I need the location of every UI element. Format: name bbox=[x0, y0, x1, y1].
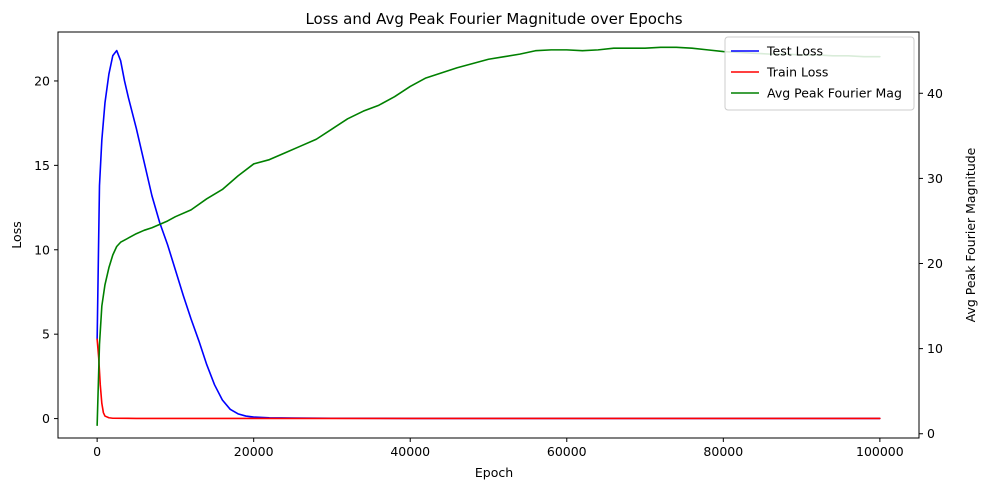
y-left-tick-label: 20 bbox=[34, 73, 50, 88]
y-right-tick-label: 10 bbox=[927, 341, 943, 356]
x-tick-label: 100000 bbox=[856, 444, 904, 459]
x-tick-label: 0 bbox=[93, 444, 101, 459]
plot-frame bbox=[57, 31, 920, 439]
x-tick-label: 60000 bbox=[547, 444, 587, 459]
y-left-tick-label: 0 bbox=[42, 411, 50, 426]
legend-box bbox=[724, 36, 915, 111]
x-axis-label: Epoch bbox=[475, 465, 513, 480]
x-tick-label: 80000 bbox=[703, 444, 743, 459]
x-tick-label: 40000 bbox=[390, 444, 430, 459]
x-tick-label: 20000 bbox=[234, 444, 274, 459]
series-line-train-loss bbox=[96, 338, 881, 420]
y-right-tick-label: 0 bbox=[927, 426, 935, 441]
y-left-tick-label: 5 bbox=[42, 327, 50, 342]
y-right-tick-label: 40 bbox=[927, 86, 943, 101]
legend: Test Loss Train Loss Avg Peak Fourier Mag bbox=[724, 36, 915, 111]
y-axis-left-label: Loss bbox=[9, 221, 24, 248]
y-axis-right-label: Avg Peak Fourier Magnitude bbox=[963, 147, 978, 322]
y-left-tick-label: 10 bbox=[34, 242, 50, 257]
chart-title: Loss and Avg Peak Fourier Magnitude over… bbox=[305, 10, 682, 28]
legend-label: Avg Peak Fourier Mag bbox=[767, 86, 902, 101]
y-left-tick-label: 15 bbox=[34, 158, 50, 173]
legend-label: Train Loss bbox=[766, 65, 828, 80]
legend-label: Test Loss bbox=[766, 44, 823, 59]
y-right-tick-label: 20 bbox=[927, 256, 943, 271]
y-right-tick-label: 30 bbox=[927, 171, 943, 186]
